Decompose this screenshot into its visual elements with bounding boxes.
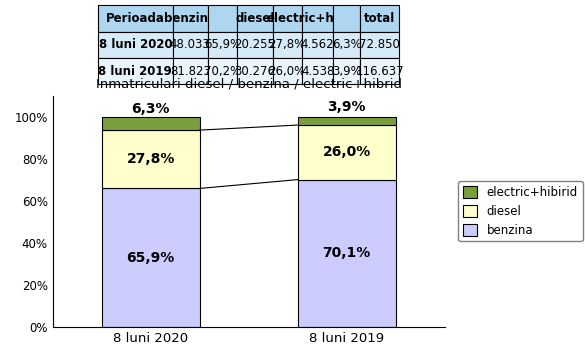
Title: Inmatriculari diesel / benzina / electric+hibrid: Inmatriculari diesel / benzina / electri… bbox=[95, 78, 402, 90]
Bar bbox=[102, 117, 199, 130]
Text: 6,3%: 6,3% bbox=[132, 102, 170, 116]
Legend: electric+hibirid, diesel, benzina: electric+hibirid, diesel, benzina bbox=[458, 181, 583, 242]
Bar bbox=[298, 117, 395, 125]
Text: 3,9%: 3,9% bbox=[328, 100, 366, 114]
Text: 27,8%: 27,8% bbox=[126, 152, 175, 166]
Text: 26,0%: 26,0% bbox=[322, 145, 371, 159]
Text: 65,9%: 65,9% bbox=[126, 251, 175, 265]
Text: 70,1%: 70,1% bbox=[322, 246, 371, 260]
Bar bbox=[298, 180, 395, 327]
Bar bbox=[102, 130, 199, 188]
Bar bbox=[102, 188, 199, 327]
Bar bbox=[298, 125, 395, 180]
